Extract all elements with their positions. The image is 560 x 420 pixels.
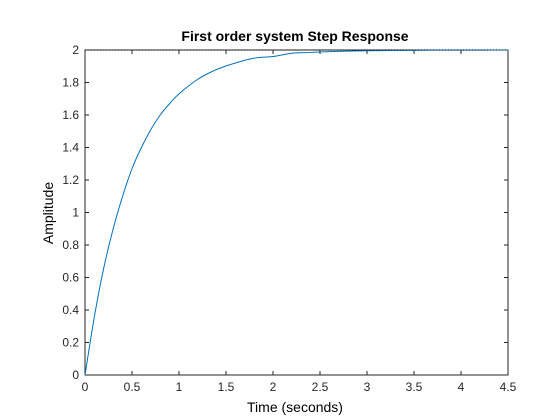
y-tick-label: 1.4	[62, 141, 79, 155]
y-tick-label: 1.8	[62, 76, 79, 90]
x-tick-labels: 0 0.5 1 1.5 2 2.5 3 3.5 4 4.5	[82, 380, 517, 394]
x-tick-label: 1	[176, 380, 183, 394]
y-tick-label: 0.8	[62, 238, 79, 252]
y-tick-label: 1.6	[62, 108, 79, 122]
y-tick-labels: 0 0.2 0.4 0.6 0.8 1 1.2 1.4 1.6 1.8 2	[62, 43, 79, 382]
x-tick-label: 2.5	[312, 380, 329, 394]
step-response-line	[84, 49, 509, 376]
axes-frame	[84, 49, 509, 376]
axes-box	[84, 49, 509, 376]
y-tick-label: 2	[72, 43, 79, 57]
y-tick-label: 1	[72, 206, 79, 220]
chart-title: First order system Step Response	[181, 28, 408, 44]
y-tick-label: 0	[72, 368, 79, 382]
x-tick-label: 0.5	[124, 380, 141, 394]
x-tick-label: 3.5	[406, 380, 423, 394]
y-tick-label: 0.6	[62, 271, 79, 285]
y-tick-label: 0.2	[62, 336, 79, 350]
y-tick-label: 0.4	[62, 303, 79, 317]
x-tick-label: 4	[458, 380, 465, 394]
y-tick-label: 1.2	[62, 173, 79, 187]
x-axis-label: Time (seconds)	[247, 399, 343, 415]
x-tick-label: 1.5	[218, 380, 235, 394]
y-axis-label: Amplitude	[40, 182, 56, 244]
x-tick-label: 3	[364, 380, 371, 394]
series-layer	[84, 49, 509, 376]
x-tick-label: 2	[270, 380, 277, 394]
x-tick-label: 0	[82, 380, 89, 394]
x-tick-label: 4.5	[500, 380, 517, 394]
ticks	[84, 49, 509, 376]
